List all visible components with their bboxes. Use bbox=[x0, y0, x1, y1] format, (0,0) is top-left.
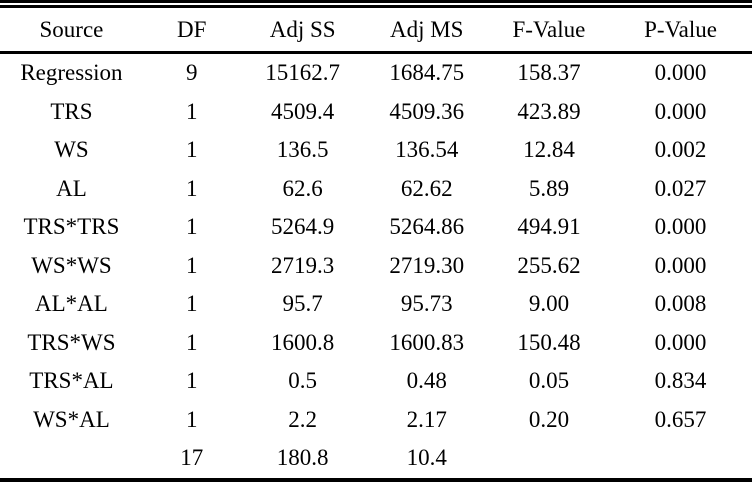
table-cell: 62.62 bbox=[400, 175, 453, 201]
table-row: Regression 9 15162.7 1684.75 158.37 0.000 bbox=[0, 53, 752, 93]
table-cell: 17 bbox=[180, 445, 204, 471]
header-p-value: P-Value bbox=[609, 4, 752, 54]
header-adj-ss: Adj SS bbox=[240, 4, 365, 54]
header-f-value: F-Value bbox=[488, 4, 610, 54]
table-cell: 0.000 bbox=[654, 214, 707, 240]
table-cell: Regression bbox=[20, 60, 123, 86]
table-cell: 5264.9 bbox=[271, 214, 335, 240]
anova-table: Source DF Adj SS Adj MS F-Value P-Value … bbox=[0, 0, 752, 482]
table-cell: 9.00 bbox=[528, 291, 570, 317]
table-cell: 1 bbox=[186, 406, 198, 432]
table-cell: 1600.8 bbox=[271, 329, 335, 355]
table-cell: 180.8 bbox=[276, 445, 329, 471]
table-cell: 9 bbox=[186, 60, 198, 86]
table-row: TRS*TRS 1 5264.9 5264.86 494.91 0.000 bbox=[0, 208, 752, 247]
table-cell: 62.6 bbox=[282, 175, 323, 201]
table-cell: 2.2 bbox=[288, 406, 318, 432]
table-cell: 0.48 bbox=[406, 368, 447, 394]
table-row: WS*AL 1 2.2 2.17 0.20 0.657 bbox=[0, 401, 752, 440]
table-cell: 1 bbox=[186, 368, 198, 394]
table-cell: 136.54 bbox=[395, 137, 459, 163]
table-cell: 95.7 bbox=[282, 291, 323, 317]
table-cell: TRS*WS bbox=[27, 329, 116, 355]
table-row: WS 1 136.5 136.54 12.84 0.002 bbox=[0, 131, 752, 170]
header-df: DF bbox=[142, 4, 241, 54]
table-cell: 1684.75 bbox=[389, 60, 465, 86]
table-cell: 0.008 bbox=[654, 291, 707, 317]
table-row: AL*AL 1 95.7 95.73 9.00 0.008 bbox=[0, 285, 752, 324]
table-cell: TRS*TRS bbox=[23, 214, 120, 240]
header-row: Source DF Adj SS Adj MS F-Value P-Value bbox=[0, 4, 752, 54]
table-cell: 2719.3 bbox=[271, 252, 335, 278]
header-source: Source bbox=[0, 4, 143, 54]
table-cell: AL*AL bbox=[35, 291, 108, 317]
table-cell: 0.834 bbox=[654, 368, 707, 394]
table-cell: 0.002 bbox=[654, 137, 707, 163]
table-cell: 1 bbox=[186, 175, 198, 201]
table-cell: 136.5 bbox=[276, 137, 329, 163]
table-cell: 1 bbox=[186, 137, 198, 163]
table-cell: 1 bbox=[186, 329, 198, 355]
table-cell: AL bbox=[56, 175, 87, 201]
table-cell: 2719.30 bbox=[389, 252, 465, 278]
table-cell: 255.62 bbox=[517, 252, 581, 278]
table-body: Regression 9 15162.7 1684.75 158.37 0.000 TRS 1… bbox=[0, 53, 752, 480]
table-row: AL 1 62.6 62.62 5.89 0.027 bbox=[0, 170, 752, 209]
table-cell: 10.4 bbox=[406, 445, 447, 471]
table-row: 17 180.8 10.4 bbox=[0, 439, 752, 480]
table-cell: 5.89 bbox=[528, 175, 570, 201]
table-row: TRS*AL 1 0.5 0.48 0.05 0.834 bbox=[0, 362, 752, 401]
table-cell bbox=[0, 439, 143, 480]
table-cell: 1 bbox=[186, 98, 198, 124]
table-cell: 0.000 bbox=[654, 98, 707, 124]
table-cell: 494.91 bbox=[517, 214, 581, 240]
table-cell: 1 bbox=[186, 214, 198, 240]
table-row: WS*WS 1 2719.3 2719.30 255.62 0.000 bbox=[0, 247, 752, 286]
table-cell bbox=[609, 439, 752, 480]
header-adj-ms: Adj MS bbox=[364, 4, 489, 54]
table-cell: 4509.36 bbox=[389, 98, 465, 124]
table-row: TRS*WS 1 1600.8 1600.83 150.48 0.000 bbox=[0, 324, 752, 363]
table-cell: 1 bbox=[186, 252, 198, 278]
table-row: TRS 1 4509.4 4509.36 423.89 0.000 bbox=[0, 93, 752, 132]
table-cell: 15162.7 bbox=[265, 60, 341, 86]
table-cell: 1600.83 bbox=[389, 329, 465, 355]
table-cell: 0.05 bbox=[528, 368, 570, 394]
table-cell: WS bbox=[54, 137, 89, 163]
table-cell: 0.000 bbox=[654, 60, 707, 86]
table-cell: 0.20 bbox=[528, 406, 570, 432]
table-cell: 12.84 bbox=[523, 137, 575, 163]
table-cell: 0.027 bbox=[654, 175, 707, 201]
table-header: Source DF Adj SS Adj MS F-Value P-Value bbox=[0, 4, 752, 54]
table-cell: TRS*AL bbox=[29, 368, 114, 394]
table-cell: 0.5 bbox=[288, 368, 318, 394]
table-cell: 0.000 bbox=[654, 329, 707, 355]
table-cell: 4509.4 bbox=[271, 98, 335, 124]
table-cell: WS*WS bbox=[31, 252, 112, 278]
table-cell: 158.37 bbox=[517, 60, 581, 86]
table-cell: 423.89 bbox=[517, 98, 581, 124]
table-cell: 2.17 bbox=[406, 406, 447, 432]
table-cell: 150.48 bbox=[517, 329, 581, 355]
table-cell bbox=[489, 439, 609, 480]
table-cell: 0.000 bbox=[654, 252, 707, 278]
table-cell: WS*AL bbox=[33, 406, 110, 432]
table-cell: TRS bbox=[50, 98, 93, 124]
table-cell: 5264.86 bbox=[389, 214, 465, 240]
table-cell: 1 bbox=[186, 291, 198, 317]
table-cell: 95.73 bbox=[400, 291, 453, 317]
table-cell: 0.657 bbox=[654, 406, 707, 432]
